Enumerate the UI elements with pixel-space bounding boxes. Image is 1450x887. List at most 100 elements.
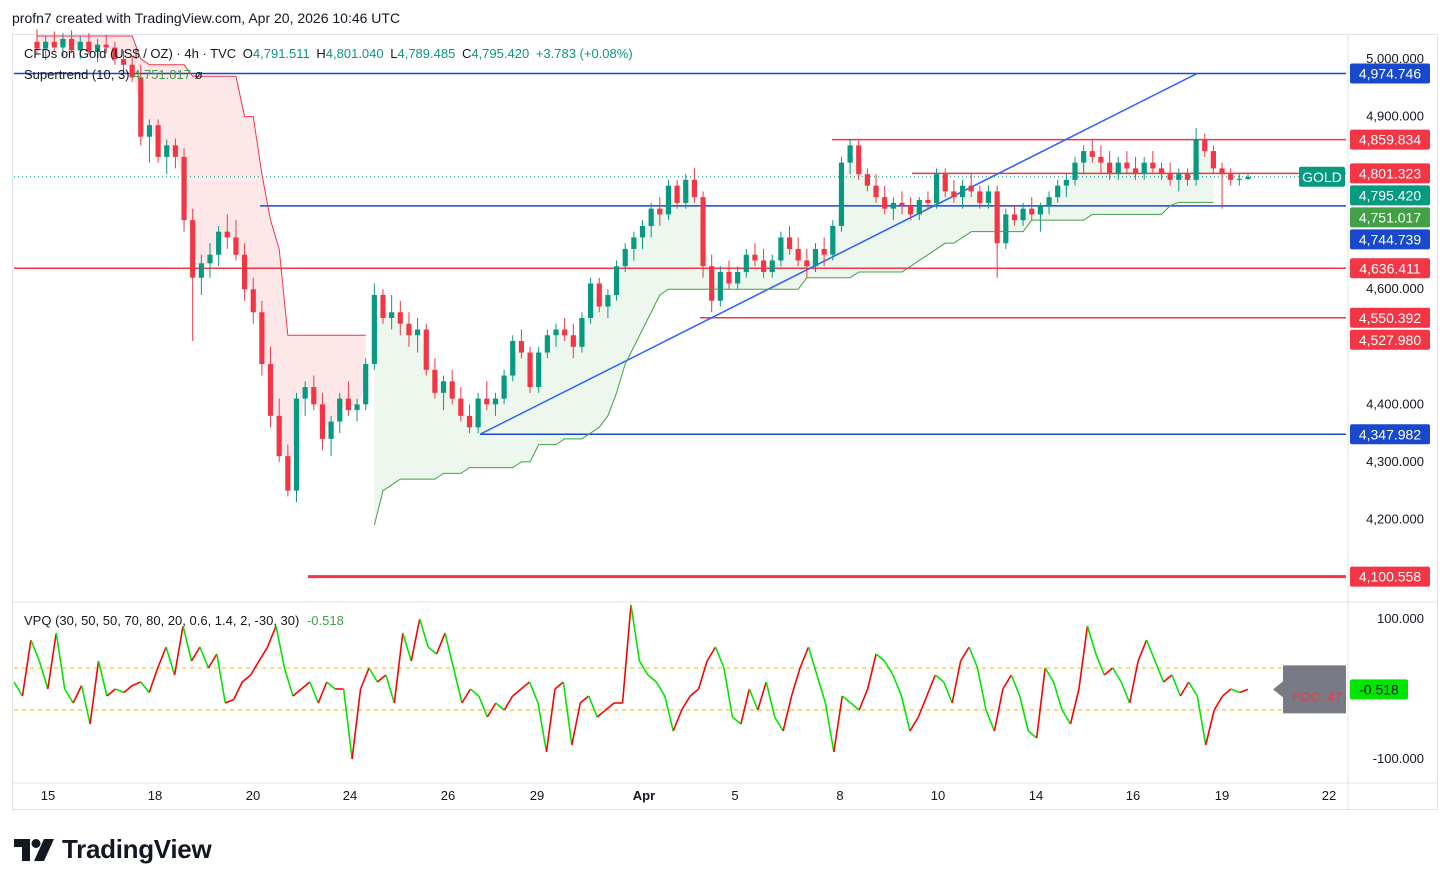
vpq-segment xyxy=(469,688,480,697)
price-tick-label: 4,200.000 xyxy=(1366,511,1424,526)
price-tag-background xyxy=(1350,329,1430,350)
price-tag[interactable]: 4,527.980 xyxy=(1350,329,1430,350)
vpq-segment xyxy=(55,632,66,690)
price-tag-label: 4,859.834 xyxy=(1359,132,1421,148)
vpq-segment xyxy=(1086,625,1097,655)
candle-body xyxy=(34,41,40,49)
vpq-segment xyxy=(1095,653,1106,676)
symbol-name[interactable]: CFDs on Gold (US$ / OZ) · 4h · TVC xyxy=(24,46,237,61)
trendline[interactable] xyxy=(479,72,1198,435)
vpq-segment xyxy=(72,685,83,704)
time-axis-label: 10 xyxy=(931,788,945,803)
candle-body xyxy=(51,41,57,48)
candle-body xyxy=(77,41,83,51)
tradingview-logo[interactable]: TradingView xyxy=(14,834,212,865)
supertrend-value: 4,751.017 xyxy=(133,67,191,82)
candle-body xyxy=(683,179,689,203)
vpq-segment xyxy=(993,688,1004,732)
indicator-value-tag[interactable]: -0.518 xyxy=(1350,679,1408,700)
candle-body xyxy=(786,237,793,249)
vpq-segment xyxy=(1120,681,1131,704)
candle-body xyxy=(69,38,75,51)
candle-body xyxy=(120,59,127,65)
vpq-segment xyxy=(495,702,505,711)
vpq-segment xyxy=(858,688,869,711)
price-tag[interactable]: 4,100.558 xyxy=(1350,566,1430,587)
symbol-tag[interactable]: GOLD xyxy=(1299,166,1345,187)
candle-body xyxy=(579,318,585,347)
price-tag[interactable]: 4,859.834 xyxy=(1350,129,1430,150)
time-axis-label: Apr xyxy=(633,788,655,803)
vpq-segment xyxy=(64,688,74,704)
symbol-tag-background xyxy=(1299,166,1345,187)
candle-body xyxy=(415,329,421,336)
price-tag-label: 4,751.017 xyxy=(1359,209,1421,225)
vpq-segment xyxy=(959,646,970,662)
vpq-segment xyxy=(249,660,260,676)
vpq-segment xyxy=(926,674,937,697)
tradingview-wordmark: TradingView xyxy=(62,834,212,864)
candle-body xyxy=(484,398,490,405)
candle-body xyxy=(743,254,749,272)
vpq-segment xyxy=(706,646,717,662)
vpq-segment xyxy=(790,667,801,697)
vpq-segment xyxy=(452,667,463,704)
candle-body xyxy=(1081,151,1087,163)
vpq-segment xyxy=(1019,695,1030,732)
candle-body xyxy=(172,145,178,157)
price-tag[interactable]: 4,744.739 xyxy=(1350,229,1430,250)
time-axis-label: 22 xyxy=(1322,788,1336,803)
vpq-segment xyxy=(173,625,184,676)
indicator-tick-label: 100.000 xyxy=(1377,611,1424,626)
candle-body xyxy=(830,225,836,255)
time-axis-label: 24 xyxy=(343,788,357,803)
price-tag-label: 4,974.746 xyxy=(1359,66,1421,82)
vpq-segment xyxy=(664,695,675,732)
vpq-segment xyxy=(833,695,844,753)
time-axis-label: 20 xyxy=(246,788,260,803)
poc-box[interactable]: POC: 47 xyxy=(1273,665,1346,714)
vpq-legend[interactable]: VPQ (30, 50, 50, 70, 80, 20, 0.6, 1.4, 2… xyxy=(24,613,344,628)
price-tag[interactable]: 4,801.323 xyxy=(1350,163,1430,184)
candle-body xyxy=(942,174,948,192)
candle-body xyxy=(397,312,403,324)
price-tag[interactable]: 4,550.392 xyxy=(1350,307,1430,328)
candle-body xyxy=(380,294,386,318)
indicator-value-background xyxy=(1350,679,1408,700)
candle-body xyxy=(181,156,187,221)
vpq-segment xyxy=(1035,667,1046,739)
price-tag-background xyxy=(1350,566,1430,587)
vpq-segment xyxy=(587,695,598,718)
candle-body xyxy=(761,260,767,272)
price-tick-label: 4,900.000 xyxy=(1366,109,1424,124)
price-tag[interactable]: 4,751.017 xyxy=(1350,207,1430,228)
time-axis-label: 5 xyxy=(731,788,738,803)
vpq-segment xyxy=(47,632,58,690)
vpq-segment xyxy=(156,646,167,669)
vpq-segment xyxy=(554,681,564,690)
vpq-segment xyxy=(1137,639,1148,662)
candle-body xyxy=(293,398,300,491)
price-tag[interactable]: 4,795.420 xyxy=(1350,185,1430,206)
price-tag[interactable]: 4,636.411 xyxy=(1350,258,1430,279)
vpq-segment xyxy=(190,646,201,662)
price-tag[interactable]: 4,974.746 xyxy=(1350,63,1430,84)
price-tag-background xyxy=(1350,185,1430,206)
candle-body xyxy=(1055,185,1061,198)
candle-body xyxy=(1176,174,1182,180)
candle-body xyxy=(1089,151,1095,157)
candle-body xyxy=(337,398,343,422)
vpq-segment xyxy=(300,681,311,690)
price-tag[interactable]: 4,347.982 xyxy=(1350,424,1430,445)
candle-body xyxy=(198,263,204,278)
candle-body xyxy=(224,231,230,238)
vpq-segment xyxy=(697,660,708,690)
supertrend-legend[interactable]: Supertrend (10, 3) 4,751.017 ø xyxy=(24,67,203,82)
vpq-segment xyxy=(359,667,370,690)
candle-body xyxy=(328,421,334,439)
vpq-segment xyxy=(1213,695,1224,711)
candle-body xyxy=(916,200,922,215)
vpq-segment xyxy=(258,646,269,662)
candle-body xyxy=(1115,162,1121,175)
